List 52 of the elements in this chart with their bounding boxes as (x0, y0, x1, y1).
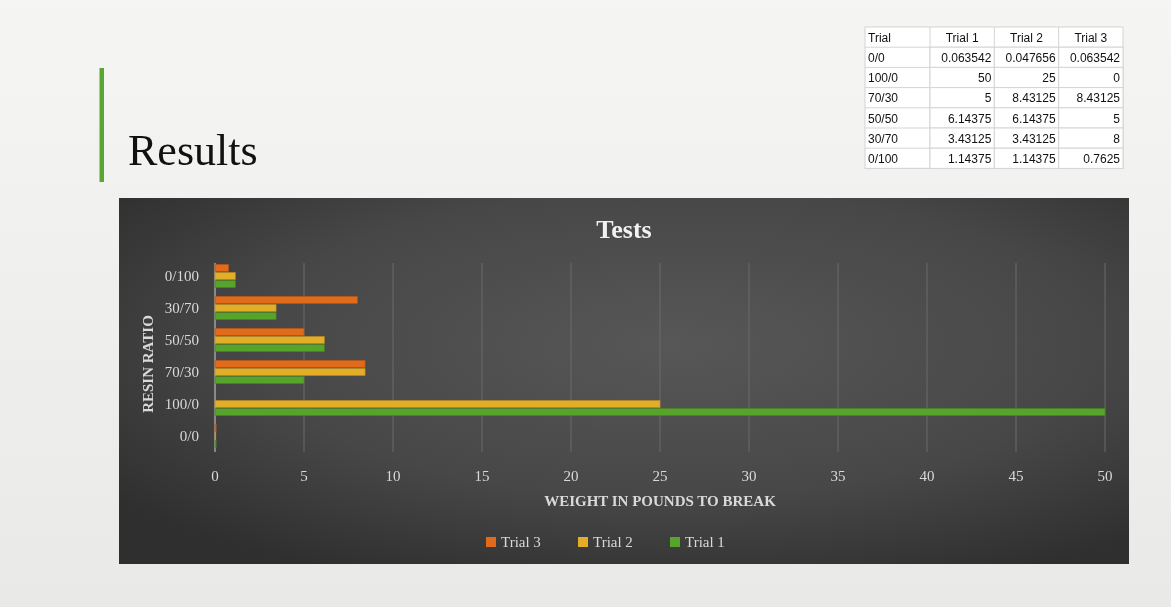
x-tick-label: Trial 3 (1074, 30, 1108, 45)
data-label: 50 (977, 71, 992, 86)
data-label: 0.047656 (1005, 50, 1056, 65)
y-tick-label: 0/100 (868, 151, 899, 166)
y-tick-label: 0/0 (179, 428, 199, 444)
y-axis-title: RESIN RATIO (140, 315, 156, 413)
x-tick-label: 5 (300, 468, 308, 484)
data-label: 0.7625 (1083, 151, 1121, 166)
data-label: 6.14375 (947, 111, 992, 126)
x-tick-label: Trial 1 (945, 30, 979, 45)
data-label: 0.063542 (1069, 50, 1121, 65)
legend-label: Trial 1 (685, 534, 725, 550)
x-tick-label: 35 (830, 468, 846, 484)
x-tick-label: 25 (652, 468, 668, 484)
data-label: 8.43125 (1076, 91, 1121, 106)
chart-title: Results (128, 126, 258, 175)
x-tick-label: 0 (211, 468, 219, 484)
data-label: 6.14375 (1012, 111, 1056, 126)
x-tick-label: 45 (1008, 468, 1024, 484)
data-label: 3.43125 (1012, 131, 1056, 146)
y-tick-label: 0/100 (164, 268, 199, 284)
x-tick-label: Trial 2 (1010, 30, 1044, 45)
x-tick-label: 15 (474, 468, 490, 484)
data-label: 8.43125 (1012, 91, 1056, 106)
data-label: 0 (1113, 71, 1121, 86)
x-tick-label: 10 (385, 468, 401, 484)
data-label: 5 (984, 91, 992, 106)
x-axis-title: WEIGHT IN POUNDS TO BREAK (544, 493, 777, 509)
chart-subtitle: Tests (596, 215, 652, 244)
y-tick-label: 50/50 (868, 111, 899, 126)
data-label: 0.063542 (941, 50, 992, 65)
data-label: 1.14375 (1012, 151, 1056, 166)
data-label: 1.14375 (947, 151, 992, 166)
data-label: 5 (1113, 111, 1121, 126)
legend-label: Trial 2 (593, 534, 633, 550)
x-tick-label: 20 (563, 468, 579, 484)
legend-label: Trial 3 (501, 534, 541, 550)
y-tick-label: 0/0 (868, 50, 886, 65)
data-label: 3.43125 (947, 131, 992, 146)
data-label: 8 (1113, 131, 1121, 146)
text: Trial (868, 30, 891, 45)
x-tick-label: 30 (741, 468, 757, 484)
y-tick-label: 70/30 (164, 364, 199, 380)
y-tick-label: 100/0 (868, 71, 899, 86)
x-tick-label: 40 (919, 468, 935, 484)
y-tick-label: 70/30 (868, 91, 899, 106)
data-label: 25 (1042, 71, 1056, 86)
y-tick-label: 30/70 (164, 300, 199, 316)
y-tick-label: 100/0 (164, 396, 199, 412)
x-tick-label: 50 (1097, 468, 1113, 484)
y-tick-label: 50/50 (164, 332, 199, 348)
y-tick-label: 30/70 (868, 131, 899, 146)
